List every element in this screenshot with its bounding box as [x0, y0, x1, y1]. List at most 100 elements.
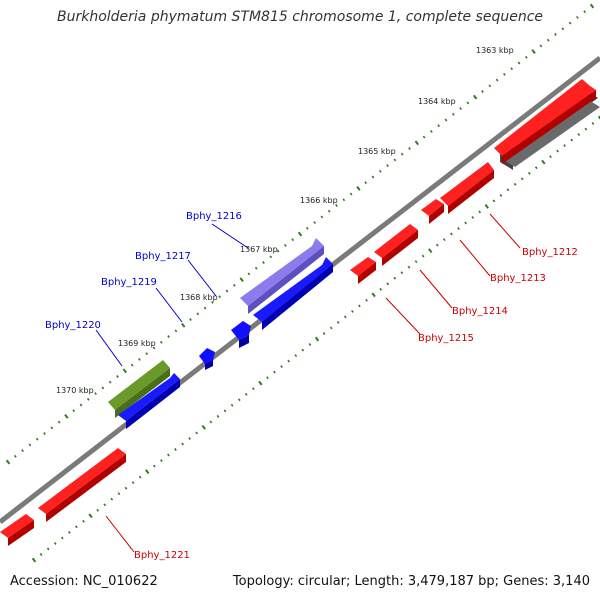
minor-tick	[291, 238, 295, 242]
minor-tick	[577, 133, 581, 137]
scale-label-1364: 1364 kbp	[418, 97, 456, 106]
minor-tick	[466, 101, 470, 105]
minor-tick	[510, 67, 514, 71]
minor-tick	[549, 155, 552, 159]
gene-label-bphy-1215[interactable]: Bphy_1215	[418, 333, 474, 344]
minor-tick	[327, 209, 331, 213]
minor-tick	[273, 370, 276, 374]
gene-bphy-1221-arrow[interactable]	[38, 448, 126, 522]
minor-tick	[444, 118, 448, 122]
major-tick	[88, 513, 93, 519]
minor-tick	[336, 320, 340, 324]
minor-tick	[46, 547, 50, 551]
minor-tick	[335, 204, 338, 207]
gene-bphy-1220-arrow[interactable]	[108, 360, 170, 418]
gene-bphy-1215-arrow[interactable]	[350, 257, 376, 284]
minor-tick	[79, 403, 83, 407]
minor-tick	[57, 420, 61, 424]
minor-tick	[117, 492, 121, 496]
minor-tick	[50, 426, 54, 430]
major-tick	[356, 186, 361, 191]
gene-bphy-1217-arrow[interactable]	[253, 257, 333, 330]
minor-tick	[503, 72, 506, 76]
minor-tick	[269, 255, 273, 259]
minor-tick	[570, 138, 574, 142]
major-tick	[589, 3, 595, 9]
minor-tick	[251, 387, 255, 391]
minor-tick	[524, 55, 528, 59]
major-tick	[371, 292, 376, 298]
minor-tick	[393, 158, 397, 162]
major-tick	[484, 203, 489, 209]
gene-bphy-1213-arrow[interactable]	[440, 162, 494, 214]
gene-bphy-1222-arrow[interactable]	[0, 514, 34, 546]
minor-tick	[53, 541, 57, 545]
minor-tick	[386, 282, 390, 286]
gene-bphy-1214a-arrow[interactable]	[421, 199, 444, 224]
minor-tick	[254, 266, 258, 270]
minor-tick	[457, 227, 460, 230]
minor-tick	[407, 265, 411, 269]
major-tick	[31, 557, 37, 563]
minor-tick	[145, 352, 149, 356]
minor-tick	[110, 497, 114, 501]
minor-tick	[209, 420, 213, 424]
minor-tick	[160, 459, 163, 463]
minor-tick	[284, 243, 287, 247]
minor-tick	[138, 357, 141, 361]
gene-bphy-1219-arrow[interactable]	[231, 321, 251, 348]
gene-label-bphy-1216[interactable]: Bphy_1216	[186, 211, 242, 222]
minor-tick	[195, 431, 199, 435]
gene-label-bphy-1219[interactable]: Bphy_1219	[101, 277, 157, 288]
minor-tick	[152, 346, 156, 350]
minor-tick	[371, 175, 375, 179]
minor-tick	[364, 181, 368, 185]
gene-bphy-1214-arrow[interactable]	[374, 224, 418, 266]
minor-tick	[527, 171, 531, 175]
minor-tick	[294, 354, 298, 358]
gene-label-bphy-1221[interactable]: Bphy_1221	[134, 550, 190, 561]
minor-tick	[451, 112, 455, 116]
minor-tick	[203, 306, 207, 310]
gene-label-bphy-1217[interactable]: Bphy_1217	[135, 251, 191, 262]
minor-tick	[131, 481, 135, 485]
minor-tick	[556, 149, 559, 153]
gene-label-bphy-1214[interactable]: Bphy_1214	[452, 306, 508, 317]
gene-bphy-1212-arrow[interactable]	[494, 79, 596, 164]
major-tick	[201, 424, 206, 430]
minor-tick	[342, 198, 346, 202]
gene-bphy-1218-arrow[interactable]	[199, 348, 215, 370]
gene-label-bphy-1213[interactable]: Bphy_1213	[490, 273, 546, 284]
minor-tick	[421, 254, 425, 258]
major-tick	[597, 115, 600, 121]
minor-tick	[408, 147, 411, 150]
minor-tick	[287, 359, 291, 363]
minor-tick	[266, 376, 269, 380]
minor-tick	[450, 232, 453, 236]
major-tick	[414, 140, 419, 146]
minor-tick	[262, 261, 265, 264]
minor-tick	[230, 403, 234, 407]
minor-tick	[94, 392, 97, 396]
minor-tick	[72, 409, 76, 413]
minor-tick	[196, 312, 200, 316]
gene-label-bphy-1212[interactable]: Bphy_1212	[522, 247, 578, 258]
minor-tick	[554, 33, 557, 36]
major-tick	[239, 277, 244, 283]
gene-label-bphy-1220[interactable]: Bphy_1220	[45, 320, 101, 331]
minor-tick	[223, 409, 227, 413]
minor-tick	[301, 348, 305, 352]
major-tick	[541, 159, 546, 165]
minor-tick	[513, 182, 517, 186]
gene-bphy-1220b-arrow[interactable]	[118, 373, 180, 429]
gene-bphy-1216-arrow[interactable]	[240, 238, 324, 314]
major-tick	[5, 459, 11, 465]
minor-tick	[189, 318, 192, 321]
minor-tick	[414, 260, 418, 264]
minor-tick	[225, 289, 229, 293]
major-tick	[181, 322, 186, 328]
minor-tick	[232, 283, 236, 287]
minor-tick	[351, 309, 354, 313]
minor-tick	[174, 329, 178, 333]
minor-tick	[561, 27, 565, 31]
